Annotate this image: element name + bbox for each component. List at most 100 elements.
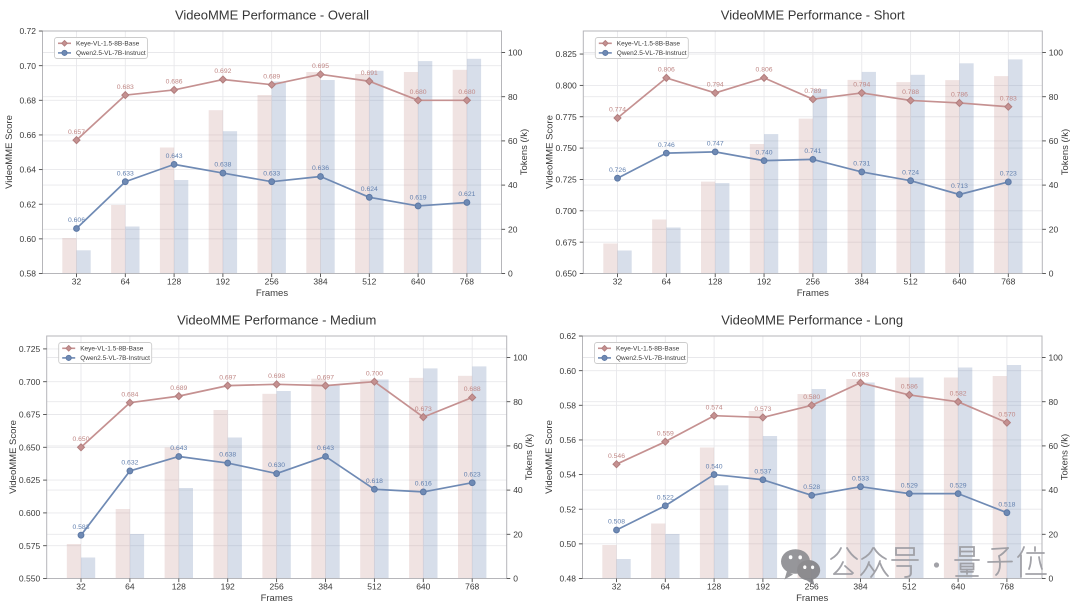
svg-text:0.633: 0.633: [263, 170, 280, 177]
svg-text:32: 32: [72, 277, 82, 287]
svg-text:0.54: 0.54: [559, 470, 576, 480]
svg-text:0.783: 0.783: [1000, 95, 1017, 102]
svg-text:640: 640: [951, 582, 965, 592]
svg-text:40: 40: [513, 485, 523, 495]
svg-text:0.650: 0.650: [72, 436, 89, 443]
svg-text:0.559: 0.559: [657, 430, 674, 437]
svg-text:0.582: 0.582: [950, 391, 967, 398]
svg-text:128: 128: [708, 277, 722, 287]
svg-text:0.688: 0.688: [464, 386, 481, 393]
svg-text:VideoMME Performance - Long: VideoMME Performance - Long: [721, 313, 903, 328]
svg-text:Frames: Frames: [256, 288, 288, 299]
svg-text:512: 512: [362, 277, 376, 287]
svg-text:0.700: 0.700: [556, 206, 578, 216]
svg-text:0.574: 0.574: [706, 404, 723, 411]
svg-text:0.691: 0.691: [361, 70, 378, 77]
svg-text:192: 192: [757, 277, 771, 287]
svg-text:0.66: 0.66: [19, 130, 36, 140]
svg-text:0.650: 0.650: [556, 269, 578, 279]
svg-text:256: 256: [806, 277, 820, 287]
svg-text:60: 60: [508, 136, 518, 146]
svg-text:Keye-VL-1.5-8B-Base: Keye-VL-1.5-8B-Base: [76, 41, 140, 48]
svg-text:0.700: 0.700: [366, 370, 383, 377]
svg-text:VideoMME Score: VideoMME Score: [8, 420, 19, 494]
svg-text:32: 32: [612, 582, 622, 592]
svg-text:Frames: Frames: [261, 593, 293, 604]
svg-text:0.643: 0.643: [170, 445, 187, 452]
svg-text:0: 0: [508, 269, 513, 279]
svg-text:80: 80: [513, 397, 523, 407]
svg-text:80: 80: [1049, 92, 1059, 102]
svg-text:0.48: 0.48: [559, 574, 576, 584]
svg-text:0.695: 0.695: [312, 63, 329, 70]
svg-text:0.725: 0.725: [556, 175, 578, 185]
svg-text:768: 768: [1001, 277, 1015, 287]
svg-text:100: 100: [1049, 353, 1063, 363]
svg-text:0: 0: [513, 574, 518, 584]
svg-text:0.789: 0.789: [804, 88, 821, 95]
svg-text:0.684: 0.684: [121, 391, 138, 398]
svg-text:0.600: 0.600: [19, 508, 41, 518]
svg-text:0.625: 0.625: [19, 475, 41, 485]
svg-text:0.698: 0.698: [268, 373, 285, 380]
svg-text:0.570: 0.570: [998, 411, 1015, 418]
svg-text:0.575: 0.575: [19, 541, 41, 551]
svg-text:60: 60: [1049, 136, 1059, 146]
svg-text:0: 0: [1049, 269, 1054, 279]
svg-text:0.533: 0.533: [852, 475, 869, 482]
svg-text:0.632: 0.632: [121, 460, 138, 467]
svg-text:0.638: 0.638: [219, 452, 236, 459]
svg-text:0.740: 0.740: [756, 149, 773, 156]
svg-text:0.537: 0.537: [754, 468, 771, 475]
svg-text:512: 512: [367, 582, 381, 592]
svg-text:Qwen2.5-VL-7B-Instruct: Qwen2.5-VL-7B-Instruct: [617, 50, 687, 57]
svg-text:0.774: 0.774: [609, 107, 626, 114]
svg-text:384: 384: [313, 277, 327, 287]
svg-text:Tokens (/k): Tokens (/k): [1060, 434, 1071, 480]
svg-text:0.529: 0.529: [950, 482, 967, 489]
svg-text:0.64: 0.64: [19, 165, 36, 175]
svg-text:0.788: 0.788: [902, 89, 919, 96]
svg-text:40: 40: [1049, 485, 1059, 495]
svg-text:0.546: 0.546: [608, 453, 625, 460]
svg-text:192: 192: [216, 277, 230, 287]
svg-text:64: 64: [661, 582, 671, 592]
svg-text:0.697: 0.697: [219, 374, 236, 381]
svg-text:192: 192: [756, 582, 770, 592]
svg-text:256: 256: [805, 582, 819, 592]
svg-text:768: 768: [465, 582, 479, 592]
svg-text:640: 640: [952, 277, 966, 287]
svg-text:0.633: 0.633: [117, 170, 134, 177]
svg-text:VideoMME Performance - Short: VideoMME Performance - Short: [721, 8, 905, 23]
svg-text:0.606: 0.606: [68, 217, 85, 224]
svg-text:0.618: 0.618: [366, 478, 383, 485]
svg-text:40: 40: [1049, 180, 1059, 190]
svg-text:0.60: 0.60: [559, 366, 576, 376]
svg-text:0.623: 0.623: [464, 471, 481, 478]
svg-text:Frames: Frames: [797, 288, 829, 299]
svg-text:0.621: 0.621: [458, 191, 475, 198]
svg-text:0.528: 0.528: [803, 484, 820, 491]
svg-text:0.70: 0.70: [19, 61, 36, 71]
svg-text:0.692: 0.692: [214, 68, 231, 75]
svg-text:0.619: 0.619: [410, 195, 427, 202]
svg-text:VideoMME Score: VideoMME Score: [4, 115, 15, 189]
svg-text:128: 128: [167, 277, 181, 287]
svg-text:0.680: 0.680: [410, 89, 427, 96]
svg-text:Qwen2.5-VL-7B-Instruct: Qwen2.5-VL-7B-Instruct: [80, 355, 150, 362]
svg-text:0.643: 0.643: [166, 153, 183, 160]
svg-text:0.630: 0.630: [268, 462, 285, 469]
svg-text:128: 128: [707, 582, 721, 592]
svg-text:0.794: 0.794: [707, 82, 724, 89]
svg-text:0.593: 0.593: [852, 371, 869, 378]
svg-text:64: 64: [121, 277, 131, 287]
svg-text:0.638: 0.638: [214, 162, 231, 169]
svg-text:80: 80: [508, 92, 518, 102]
svg-text:512: 512: [902, 582, 916, 592]
svg-text:256: 256: [270, 582, 284, 592]
svg-text:768: 768: [460, 277, 474, 287]
svg-text:0.50: 0.50: [559, 539, 576, 549]
svg-text:80: 80: [1049, 397, 1059, 407]
svg-text:0.689: 0.689: [170, 385, 187, 392]
svg-text:0.518: 0.518: [998, 501, 1015, 508]
